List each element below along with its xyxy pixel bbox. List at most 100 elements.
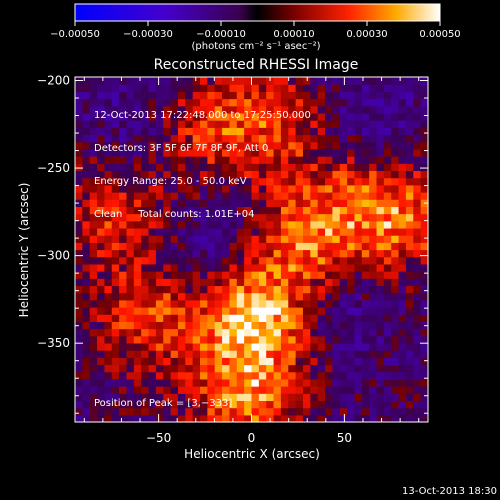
heatmap-cell <box>266 127 275 136</box>
heatmap-cell <box>361 400 370 409</box>
heatmap-cell <box>148 163 157 172</box>
heatmap-cell <box>339 371 348 380</box>
heatmap-cell <box>354 98 363 107</box>
heatmap-cell <box>155 84 164 92</box>
heatmap-cell <box>177 156 186 164</box>
heatmap-cell <box>133 285 142 294</box>
heatmap-cell <box>310 271 319 279</box>
heatmap-cell <box>82 84 91 92</box>
heatmap-cell <box>251 407 260 416</box>
heatmap-cell <box>273 220 282 229</box>
heatmap-cell <box>251 386 260 394</box>
heatmap-cell <box>317 213 326 222</box>
heatmap-cell <box>361 112 370 121</box>
heatmap-cell <box>332 213 341 222</box>
heatmap-cell <box>222 263 231 272</box>
heatmap-cell <box>420 91 429 100</box>
heatmap-cell <box>141 249 150 258</box>
heatmap-cell <box>280 170 289 179</box>
heatmap-cell <box>405 364 414 373</box>
heatmap-cell <box>405 271 414 279</box>
heatmap-cell <box>258 299 267 308</box>
heatmap-cell <box>361 342 370 351</box>
heatmap-cell <box>361 98 370 107</box>
heatmap-cell <box>369 170 378 179</box>
heatmap-cell <box>258 163 267 172</box>
heatmap-cell <box>325 249 333 258</box>
heatmap-cell <box>405 321 414 330</box>
heatmap-cell <box>398 321 407 330</box>
heatmap-cell <box>251 378 260 387</box>
heatmap-cell <box>251 235 260 243</box>
heatmap-cell <box>185 163 194 172</box>
heatmap-cell <box>170 378 179 387</box>
heatmap-cell <box>369 220 378 229</box>
heatmap-cell <box>325 141 333 150</box>
heatmap-cell <box>111 148 120 157</box>
heatmap-cell <box>420 278 429 287</box>
heatmap-cell <box>398 335 407 344</box>
heatmap-cell <box>111 184 120 193</box>
heatmap-cell <box>155 134 164 143</box>
heatmap-cell <box>119 364 128 373</box>
heatmap-cell <box>236 242 245 251</box>
heatmap-cell <box>82 414 91 423</box>
heatmap-cell <box>258 98 267 107</box>
heatmap-cell <box>317 414 326 423</box>
heatmap-cell <box>391 263 400 272</box>
heatmap-cell <box>236 407 245 416</box>
info-detectors: Detectors: 3F 5F 6F 7F 8F 9F, Att 0 <box>94 143 269 154</box>
heatmap-cell <box>133 335 142 344</box>
heatmap-cell <box>258 206 267 215</box>
heatmap-cell <box>295 163 304 172</box>
heatmap-cell <box>347 321 356 330</box>
heatmap-cell <box>391 271 400 279</box>
heatmap-cell <box>251 163 260 172</box>
heatmap-cell <box>214 84 223 92</box>
heatmap-cell <box>251 314 260 322</box>
heatmap-cell <box>119 98 128 107</box>
heatmap-cell <box>155 141 164 150</box>
heatmap-cell <box>119 307 128 315</box>
heatmap-cell <box>244 206 253 215</box>
heatmap-cell <box>288 400 297 409</box>
heatmap-cell <box>383 256 392 265</box>
heatmap-cell <box>119 91 128 100</box>
heatmap-cell <box>133 242 142 251</box>
heatmap-cell <box>214 335 223 344</box>
heatmap-cell <box>302 98 311 107</box>
heatmap-cell <box>376 407 385 416</box>
heatmap-cell <box>347 77 356 85</box>
heatmap-cell <box>302 371 311 380</box>
heatmap-cell <box>89 314 98 322</box>
heatmap-cell <box>383 307 392 315</box>
heatmap-cell <box>420 414 429 423</box>
heatmap-cell <box>295 292 304 301</box>
heatmap-cell <box>185 263 194 272</box>
heatmap-cell <box>97 227 106 236</box>
heatmap-cell <box>332 112 341 121</box>
heatmap-cell <box>126 120 135 128</box>
heatmap-cell <box>126 141 135 150</box>
heatmap-cell <box>258 84 267 92</box>
heatmap-cell <box>89 407 98 416</box>
heatmap-cell <box>126 371 135 380</box>
heatmap-cell <box>244 199 253 207</box>
heatmap-cell <box>119 242 128 251</box>
heatmap-cell <box>273 314 282 322</box>
heatmap-cell <box>405 285 414 294</box>
heatmap-cell <box>200 386 208 394</box>
heatmap-cell <box>354 148 363 157</box>
heatmap-cell <box>369 335 378 344</box>
heatmap-cell <box>405 292 414 301</box>
heatmap-cell <box>111 170 120 179</box>
heatmap-cell <box>163 357 172 366</box>
heatmap-cell <box>126 127 135 136</box>
heatmap-cell <box>354 386 363 394</box>
heatmap-cell <box>111 414 120 423</box>
heatmap-cell <box>391 249 400 258</box>
heatmap-cell <box>332 156 341 164</box>
heatmap-cell <box>244 299 253 308</box>
heatmap-cell <box>347 177 356 186</box>
heatmap-cell <box>75 263 83 272</box>
